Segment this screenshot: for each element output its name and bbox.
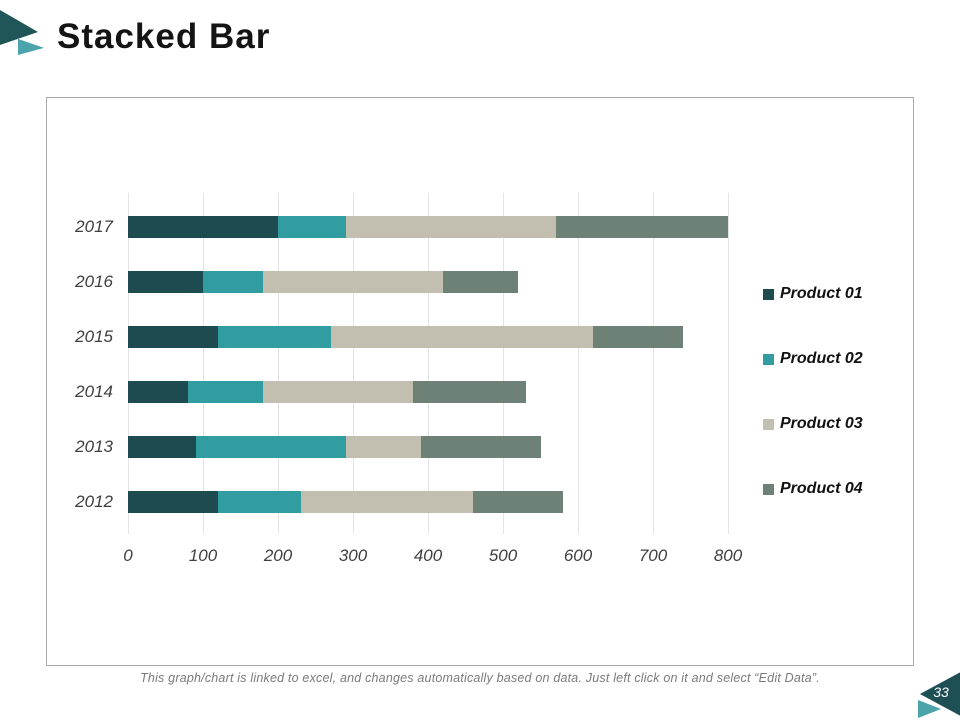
bar-segment-product-01	[128, 216, 278, 238]
gridline	[578, 193, 579, 534]
bar-segment-product-04	[473, 491, 563, 513]
legend-item-product-01: Product 01	[763, 285, 863, 303]
bar-segment-product-04	[443, 271, 518, 293]
footer-note: This graph/chart is linked to excel, and…	[140, 671, 820, 685]
gridline	[278, 193, 279, 534]
category-label: 2016	[75, 272, 113, 291]
x-tick-label: 100	[188, 546, 218, 565]
bar-segment-product-03	[263, 381, 413, 403]
x-tick-label: 500	[488, 546, 518, 565]
bar-segment-product-02	[218, 491, 301, 513]
category-label: 2017	[75, 217, 113, 236]
bar-segment-product-04	[593, 326, 683, 348]
gridline	[503, 193, 504, 534]
gridline	[428, 193, 429, 534]
x-tick-label: 300	[338, 546, 368, 565]
bar-segment-product-02	[188, 381, 263, 403]
gridline	[353, 193, 354, 534]
category-label: 2012	[75, 492, 113, 511]
legend-item-product-03: Product 03	[763, 415, 863, 433]
bar-segment-product-03	[263, 271, 443, 293]
category-label: 2013	[75, 437, 113, 456]
legend-swatch-icon	[763, 483, 774, 495]
legend-label: Product 01	[780, 285, 863, 302]
legend-label: Product 02	[780, 350, 863, 367]
bar-segment-product-04	[413, 381, 526, 403]
bar-segment-product-03	[345, 436, 421, 458]
x-tick-label: 600	[563, 546, 593, 565]
bar-segment-product-02	[195, 436, 346, 458]
category-label: 2015	[75, 327, 113, 346]
legend-label: Product 03	[780, 415, 863, 432]
gridline	[203, 193, 204, 534]
gridline	[728, 193, 729, 534]
legend-swatch-icon	[763, 418, 774, 430]
legend-swatch-icon	[763, 288, 774, 300]
x-tick-label: 400	[413, 546, 443, 565]
slide-title: Stacked Bar	[57, 17, 271, 56]
gridline	[653, 193, 654, 534]
bar-segment-product-04	[420, 436, 541, 458]
legend-label: Product 04	[780, 480, 863, 497]
category-label: 2014	[75, 382, 113, 401]
bar-segment-product-02	[203, 271, 263, 293]
bar-segment-product-02	[218, 326, 331, 348]
gridline	[128, 193, 129, 534]
x-tick-label: 0	[123, 546, 133, 565]
page-number: 33	[933, 684, 949, 700]
bar-segment-product-01	[128, 326, 218, 348]
bar-segment-product-01	[128, 381, 188, 403]
x-tick-label: 200	[263, 546, 293, 565]
bar-segment-product-01	[128, 271, 203, 293]
bar-segment-product-01	[128, 491, 218, 513]
chart-object[interactable]: 2017 2016 2015 2014 2013 2012 0 100 200 300 400 500…	[46, 97, 914, 666]
bar-segment-product-03	[330, 326, 593, 348]
bar-segment-product-01	[128, 436, 196, 458]
bar-segment-product-03	[345, 216, 556, 238]
bar-segment-product-03	[300, 491, 473, 513]
legend-swatch-icon	[763, 353, 774, 365]
bar-segment-product-02	[278, 216, 346, 238]
bar-segment-product-04	[555, 216, 728, 238]
x-tick-label: 800	[713, 546, 743, 565]
x-tick-label: 700	[638, 546, 668, 565]
legend-item-product-02: Product 02	[763, 350, 863, 368]
logo-light-triangle-icon	[18, 38, 44, 55]
legend-item-product-04: Product 04	[763, 480, 863, 498]
